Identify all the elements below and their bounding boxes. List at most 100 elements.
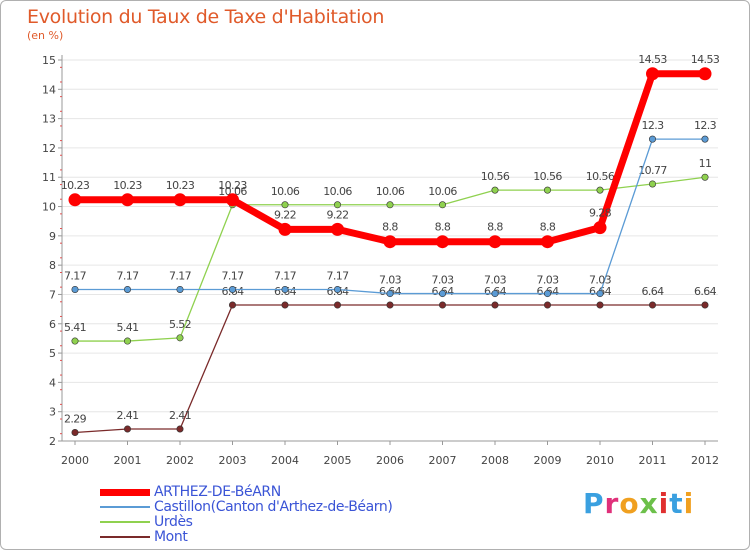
legend-label: Urdès xyxy=(154,514,193,530)
data-label: 10.06 xyxy=(428,185,457,198)
legend-item-3: Mont xyxy=(100,529,188,545)
gridlines xyxy=(62,59,718,442)
data-point xyxy=(71,429,79,437)
data-point xyxy=(438,290,446,298)
x-tick-label: 2002 xyxy=(166,454,194,467)
legend-swatch xyxy=(100,536,150,538)
legend-swatch xyxy=(100,488,150,496)
data-point xyxy=(543,290,551,298)
data-label: 14.53 xyxy=(691,53,720,66)
data-label: 9.28 xyxy=(589,207,612,220)
x-tick-label: 2009 xyxy=(534,454,562,467)
data-label: 11 xyxy=(699,157,712,170)
x-axis-ticks: 2000 2001 2002 2003 2004 2005 2006 2007 2008 2009… xyxy=(61,441,719,467)
legend-swatch xyxy=(100,521,150,523)
data-point xyxy=(541,235,554,249)
data-point xyxy=(383,235,397,249)
data-point xyxy=(333,301,341,309)
y-tick-label: 3 xyxy=(49,406,56,419)
data-label: 10.06 xyxy=(376,185,405,198)
data-label: 7.17 xyxy=(326,269,349,282)
data-point xyxy=(491,301,499,309)
data-point xyxy=(386,301,394,309)
data-point xyxy=(229,285,237,293)
data-point xyxy=(226,193,239,207)
data-label: 10.06 xyxy=(271,185,300,198)
data-label: 2.41 xyxy=(169,409,191,422)
data-point xyxy=(331,222,344,236)
data-point xyxy=(176,334,184,342)
legend-item-2: Urdès xyxy=(100,514,193,530)
data-point xyxy=(176,285,184,293)
data-label: 7.03 xyxy=(536,274,559,287)
data-label: 7.17 xyxy=(116,269,139,282)
y-tick-label: 6 xyxy=(49,318,56,331)
data-label: 5.41 xyxy=(116,321,138,334)
y-tick-label: 5 xyxy=(49,347,56,360)
data-label: 7.03 xyxy=(589,274,612,287)
y-tick-label: 8 xyxy=(49,259,56,272)
data-point xyxy=(648,301,656,309)
x-tick-label: 2008 xyxy=(481,454,509,467)
legend-label: ARTHEZ-DE-BéARN xyxy=(154,484,281,500)
data-label: 6.64 xyxy=(694,285,717,298)
y-axis-ticks: 2 3 4 5 6 7 8 9 10 11 12 13 14 15 xyxy=(42,54,62,448)
data-point xyxy=(543,301,551,309)
series-3: 2.292.412.416.646.646.646.646.646.646.64… xyxy=(64,285,717,437)
data-label: 10.77 xyxy=(638,164,667,177)
x-tick-label: 2005 xyxy=(324,454,352,467)
data-label: 7.17 xyxy=(169,269,192,282)
legend-item-0: ARTHEZ-DE-BéARN xyxy=(100,484,281,500)
data-point xyxy=(438,201,446,209)
data-point xyxy=(386,201,394,209)
data-point xyxy=(593,221,607,235)
data-label: 2.41 xyxy=(116,409,138,422)
data-point xyxy=(173,193,187,207)
y-tick-label: 11 xyxy=(42,171,56,184)
logo-letter: r xyxy=(604,487,620,520)
data-label: 7.03 xyxy=(484,274,507,287)
data-point xyxy=(491,290,499,298)
data-label: 10.06 xyxy=(218,185,247,198)
logo-letter: i xyxy=(658,487,670,520)
data-point xyxy=(124,425,132,433)
data-point xyxy=(646,67,659,81)
legend-item-1: Castillon(Canton d'Arthez-de-Béarn) xyxy=(100,499,393,515)
data-label: 7.17 xyxy=(221,269,244,282)
x-tick-label: 2001 xyxy=(114,454,142,467)
legend-swatch xyxy=(100,506,150,508)
logo-letter: P xyxy=(583,487,605,520)
proxiti-logo: Proxiti xyxy=(583,487,694,520)
y-tick-label: 4 xyxy=(49,376,56,389)
data-label: 2.29 xyxy=(64,413,87,426)
x-tick-label: 2004 xyxy=(271,454,299,467)
data-point xyxy=(491,186,499,194)
chart-title: Evolution du Taux de Taxe d'Habitation xyxy=(27,6,385,28)
y-tick-label: 2 xyxy=(49,435,56,448)
data-point xyxy=(438,301,446,309)
data-point xyxy=(176,425,184,433)
data-label: 12.3 xyxy=(641,119,664,132)
y-tick-label: 7 xyxy=(49,288,56,301)
y-tick-label: 9 xyxy=(49,230,56,243)
data-point xyxy=(701,173,709,181)
legend-label: Castillon(Canton d'Arthez-de-Béarn) xyxy=(154,499,393,515)
data-label: 5.41 xyxy=(64,321,86,334)
data-point xyxy=(333,201,341,209)
series-layer: 2.292.412.416.646.646.646.646.646.646.64… xyxy=(61,53,720,437)
y-tick-label: 10 xyxy=(42,201,56,214)
data-label: 14.53 xyxy=(638,53,667,66)
data-label: 10.56 xyxy=(586,170,615,183)
data-point xyxy=(281,285,289,293)
data-label: 7.03 xyxy=(431,274,454,287)
data-label: 8.8 xyxy=(382,221,398,234)
logo-letter: o xyxy=(619,487,640,520)
data-point xyxy=(121,193,134,207)
x-tick-label: 2012 xyxy=(691,454,719,467)
data-point xyxy=(281,301,289,309)
data-label: 8.8 xyxy=(435,221,451,234)
data-point xyxy=(71,337,79,345)
x-tick-label: 2010 xyxy=(586,454,614,467)
